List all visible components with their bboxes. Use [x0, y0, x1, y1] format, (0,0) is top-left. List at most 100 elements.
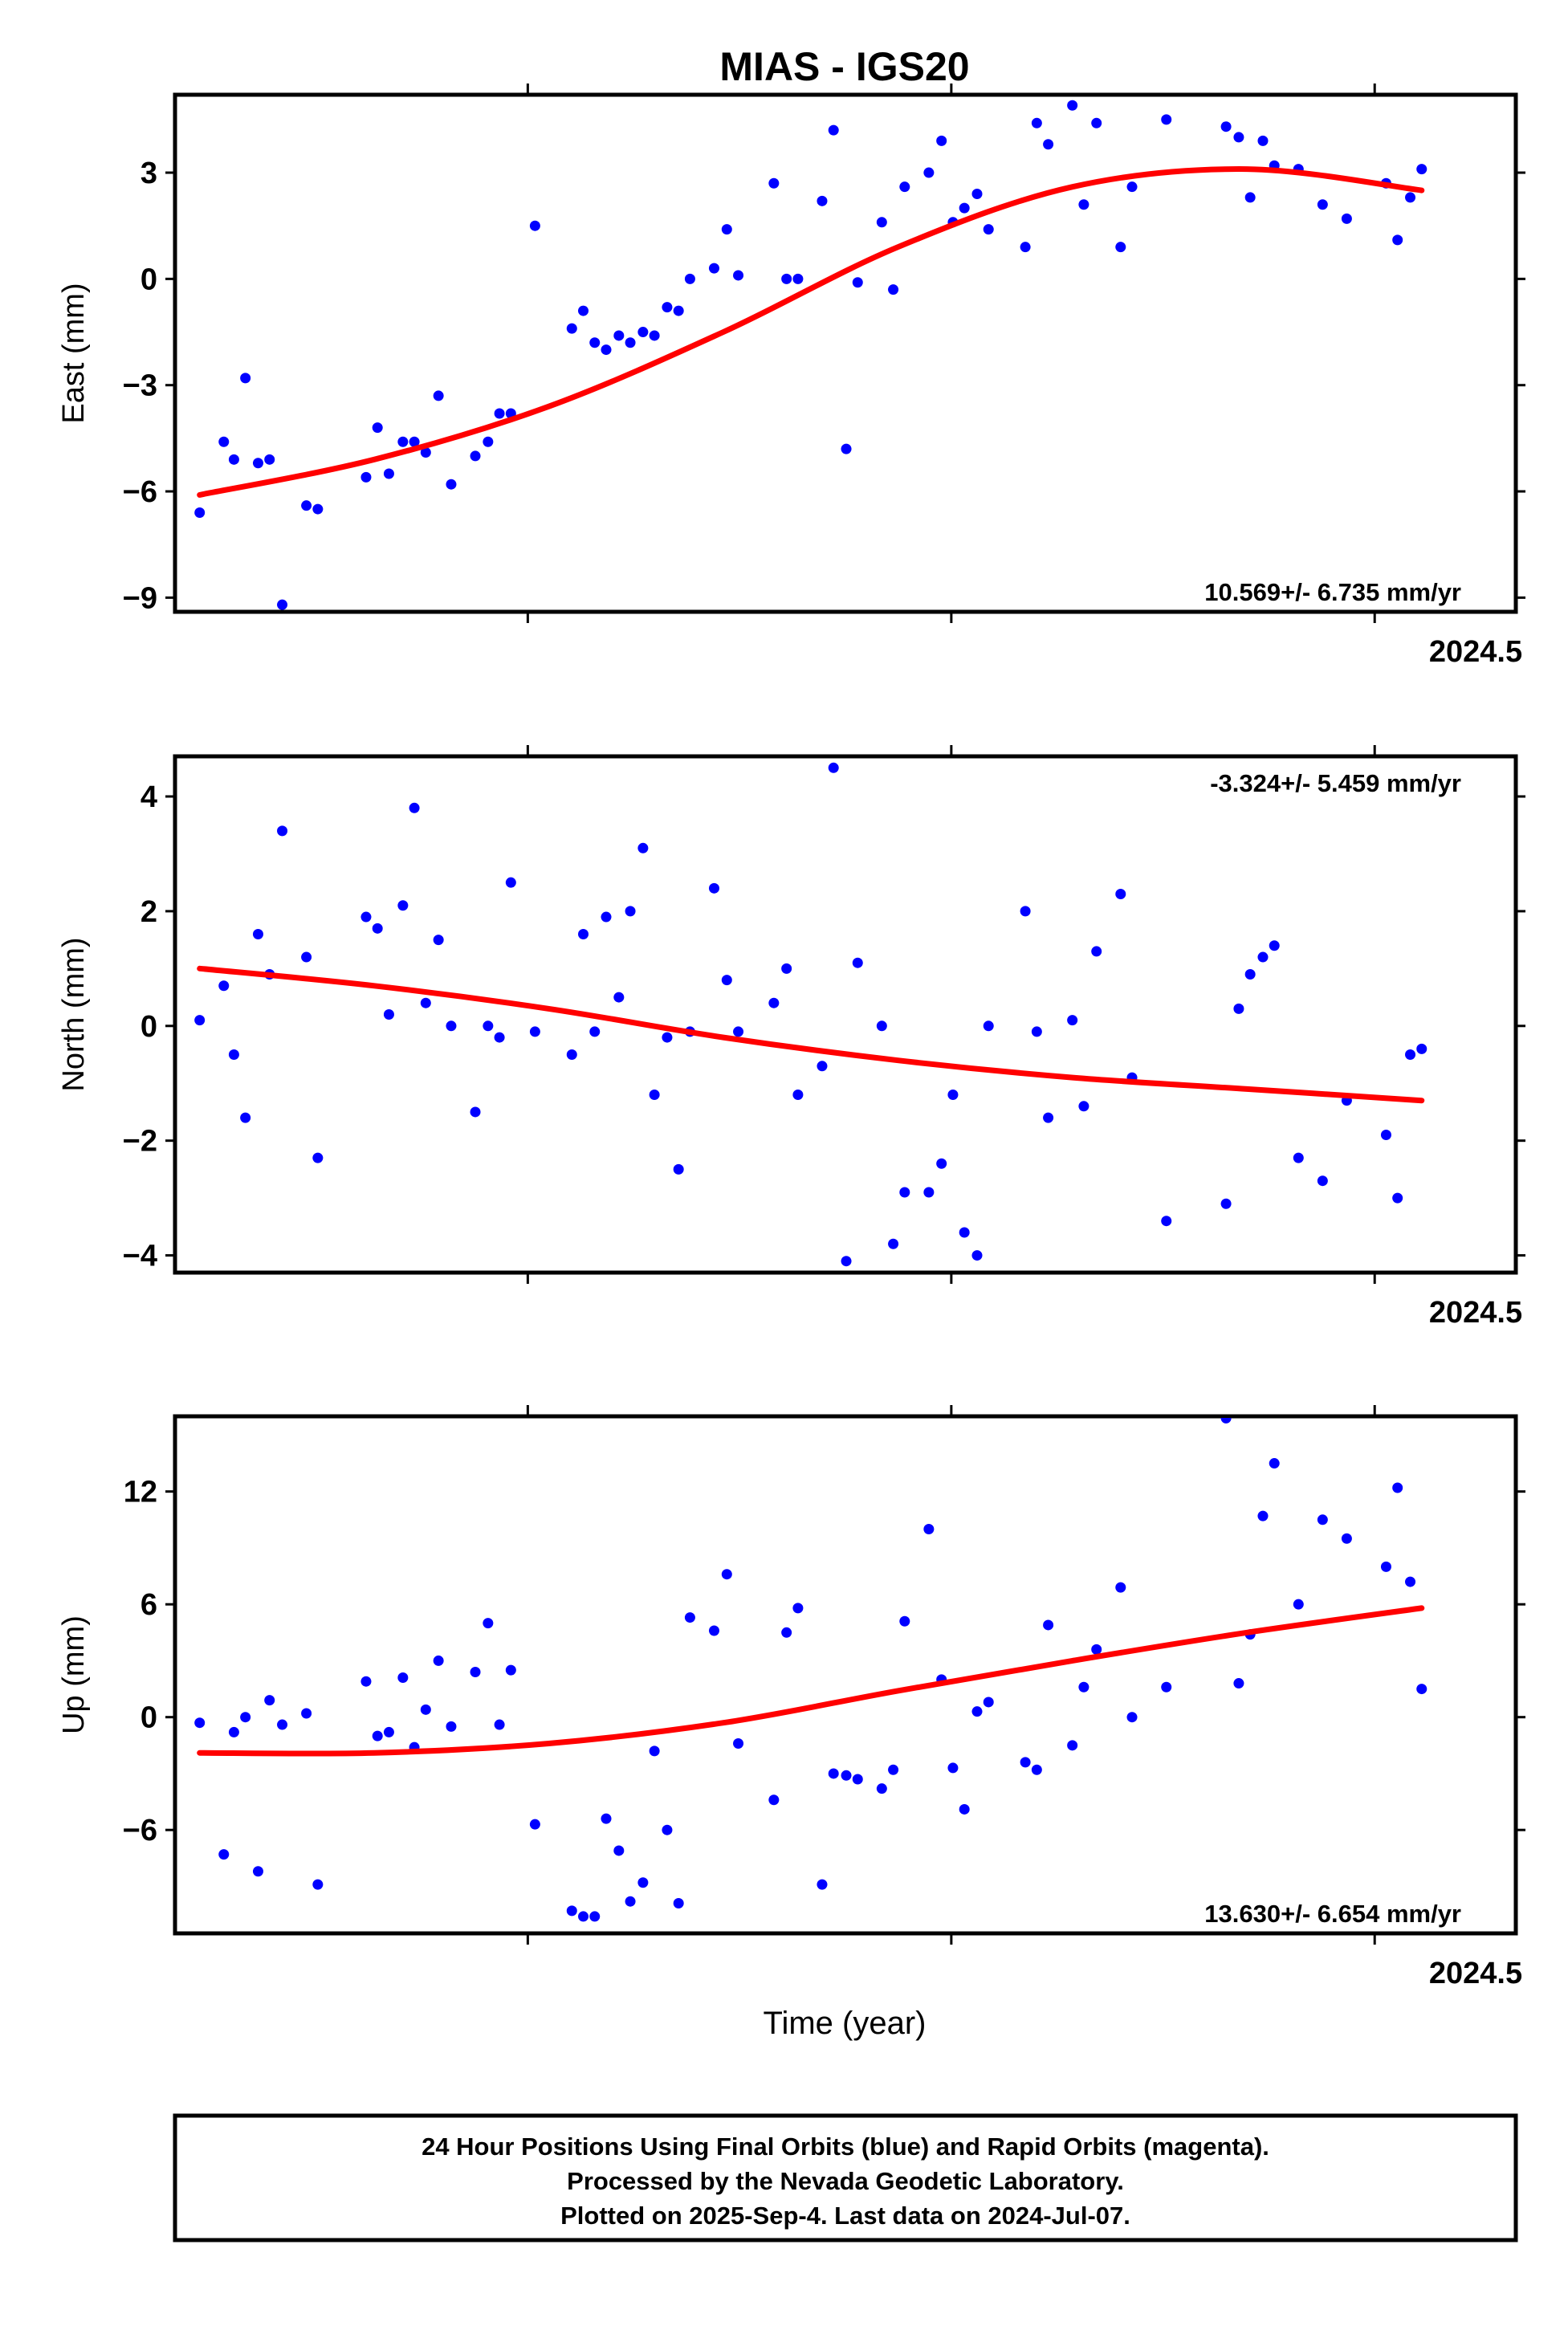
up-data-point — [529, 1819, 540, 1830]
east-data-point — [673, 305, 684, 316]
east-data-point — [792, 273, 804, 284]
north-data-point — [613, 992, 625, 1003]
north-data-point — [852, 957, 863, 968]
east-data-point — [420, 447, 431, 458]
east-data-point — [733, 270, 744, 281]
north-data-point — [1233, 1003, 1244, 1014]
east-data-point — [372, 422, 383, 434]
north-data-point — [1031, 1026, 1042, 1037]
east-data-point — [409, 436, 420, 447]
north-data-point — [589, 1026, 601, 1037]
east-data-point — [529, 220, 540, 231]
north-data-point — [470, 1106, 481, 1118]
east-data-point — [360, 471, 372, 483]
up-data-point — [1405, 1576, 1416, 1587]
north-data-point — [721, 975, 732, 986]
east-data-point — [971, 189, 983, 200]
east-data-point — [397, 436, 409, 447]
up-data-point — [194, 1717, 206, 1729]
up-data-point — [1067, 1740, 1078, 1751]
east-data-point — [312, 503, 324, 515]
up-data-point — [446, 1721, 457, 1732]
east-data-point — [888, 284, 899, 295]
north-data-point — [733, 1026, 744, 1037]
north-frame — [173, 754, 1518, 1275]
north-data-point — [1392, 1192, 1403, 1204]
up-data-point — [589, 1911, 601, 1922]
north-data-point — [1020, 906, 1031, 917]
up-data-point — [662, 1824, 673, 1835]
north-data-point — [301, 951, 312, 963]
east-data-point — [781, 273, 792, 284]
north-data-point — [1161, 1216, 1172, 1227]
north-data-point — [841, 1256, 852, 1267]
up-ytick-label: 12 — [124, 1476, 157, 1509]
north-data-point — [446, 1020, 457, 1032]
east-data-point — [768, 177, 780, 189]
up-data-point — [1091, 1644, 1102, 1655]
east-data-point — [1067, 100, 1078, 111]
east-data-point — [649, 330, 660, 341]
north-data-point — [240, 1112, 251, 1123]
north-data-point — [828, 762, 839, 773]
east-data-point — [876, 217, 887, 228]
east-data-point — [1317, 199, 1328, 210]
north-data-point — [1115, 888, 1126, 899]
north-points — [194, 762, 1427, 1267]
up-data-point — [888, 1764, 899, 1775]
north-y-axis-label: North (mm) — [57, 937, 91, 1091]
east-data-point — [1257, 135, 1269, 146]
up-points — [194, 1418, 1427, 1922]
up-data-point — [483, 1618, 494, 1629]
north-fit-line — [197, 965, 1425, 1104]
up-data-point — [433, 1655, 444, 1666]
east-data-point — [589, 337, 601, 348]
up-data-point — [637, 1877, 649, 1888]
up-data-point — [1126, 1712, 1138, 1723]
north-data-point — [971, 1250, 983, 1261]
up-data-point — [1341, 1533, 1352, 1544]
north-data-point — [959, 1227, 970, 1238]
east-data-point — [852, 277, 863, 288]
up-data-point — [240, 1712, 251, 1723]
east-data-point — [613, 330, 625, 341]
up-data-point — [947, 1762, 959, 1774]
north-data-point — [792, 1090, 804, 1101]
up-data-point — [1043, 1619, 1054, 1631]
north-data-point — [983, 1020, 994, 1032]
north-ytick-label: 4 — [141, 780, 157, 814]
north-data-point — [312, 1152, 324, 1163]
north-data-point — [817, 1061, 828, 1072]
up-data-point — [1416, 1684, 1427, 1695]
east-points — [194, 100, 1427, 610]
north-data-point — [1317, 1175, 1328, 1187]
east-data-point — [959, 202, 970, 214]
east-data-point — [252, 458, 263, 469]
up-xtick-label: 2024.5 — [1429, 1957, 1522, 1990]
east-data-point — [483, 436, 494, 447]
up-data-point — [673, 1898, 684, 1909]
up-data-point — [1078, 1681, 1089, 1693]
east-data-point — [301, 500, 312, 511]
north-data-point — [566, 1049, 577, 1061]
up-data-point — [876, 1783, 887, 1794]
north-data-point — [360, 911, 372, 923]
north-data-point — [1380, 1130, 1391, 1141]
east-data-point — [1220, 121, 1232, 132]
east-data-point — [264, 454, 275, 465]
up-data-point — [768, 1794, 780, 1806]
up-ytick-label: 0 — [141, 1701, 157, 1735]
up-data-point — [1380, 1561, 1391, 1572]
east-data-point — [1078, 199, 1089, 210]
east-data-point — [1126, 181, 1138, 193]
up-data-point — [721, 1569, 732, 1580]
up-data-point — [397, 1672, 409, 1684]
east-data-point — [1031, 117, 1042, 128]
north-data-point — [1293, 1152, 1304, 1163]
east-xtick-label: 2024.5 — [1429, 635, 1522, 669]
east-data-point — [1020, 242, 1031, 253]
north-data-point — [936, 1158, 947, 1169]
east-data-point — [923, 167, 935, 178]
up-data-point — [264, 1695, 275, 1706]
east-data-point — [1392, 234, 1403, 246]
